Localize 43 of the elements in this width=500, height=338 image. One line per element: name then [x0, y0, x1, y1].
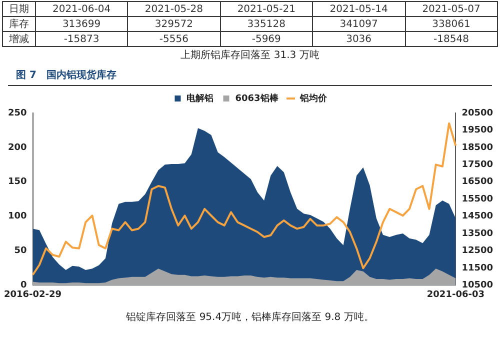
category-label: 2021-06-04 [35, 2, 128, 16]
y2-tick-label: 16500 [462, 177, 493, 188]
y-tick-label: 200 [8, 142, 27, 153]
y-tick-label: 150 [8, 177, 27, 188]
data-label: -5969 [220, 32, 313, 46]
y-tick-label: 50 [14, 246, 27, 256]
legend-label: 增减 [2, 32, 36, 46]
text: 铝锭库存回落至 95.4万吨，铝棒库存回落至 9.8 万吨。 [125, 310, 375, 324]
data-label: 329572 [128, 16, 220, 32]
y2-tick-label: 19500 [462, 126, 493, 136]
y2-tick-label: 11500 [462, 263, 493, 274]
y-tick-label: 100 [8, 212, 27, 222]
y2-tick-label: 18500 [462, 142, 493, 153]
category-label: 2021-05-28 [128, 2, 220, 16]
category-label: 2021-05-07 [405, 2, 498, 16]
data-label: 341097 [312, 16, 406, 32]
legend-label: 6063铝棒 [235, 92, 280, 104]
y2-tick-label: 17500 [462, 160, 493, 170]
category-label: 2021-05-14 [312, 2, 406, 16]
text: 日期 [2, 2, 36, 16]
y2-tick-label: 12500 [462, 246, 493, 256]
y2-tick-label: 13500 [462, 228, 493, 239]
text: 上期所铝库存回落至 31.3 万吨 [180, 48, 320, 62]
x-tick-label: 2016-02-29 [4, 290, 62, 300]
data-label: -18548 [405, 32, 498, 46]
y-tick-label: 250 [8, 108, 27, 118]
y2-tick-label: 20500 [462, 108, 493, 118]
chart-title: 图 7 国内铝现货库存 [8, 63, 492, 86]
legend-label: 铝均价 [298, 92, 328, 104]
category-label: 2021-05-21 [220, 2, 313, 16]
data-label: -15873 [35, 32, 128, 46]
y2-tick-label: 14500 [462, 212, 493, 222]
y2-tick-label: 15500 [462, 194, 493, 204]
data-label: 313699 [35, 16, 128, 32]
data-label: 3036 [312, 32, 406, 46]
legend-label: 电解铝 [186, 92, 214, 104]
x-tick-label: 2021-06-03 [426, 290, 484, 300]
y-tick-label: 0 [20, 280, 27, 291]
data-label: 335128 [220, 16, 313, 32]
legend-label: 库存 [2, 16, 36, 32]
data-label: -5556 [128, 32, 220, 46]
data-label: 338061 [405, 16, 498, 32]
y2-tick-label: 10500 [462, 280, 493, 291]
